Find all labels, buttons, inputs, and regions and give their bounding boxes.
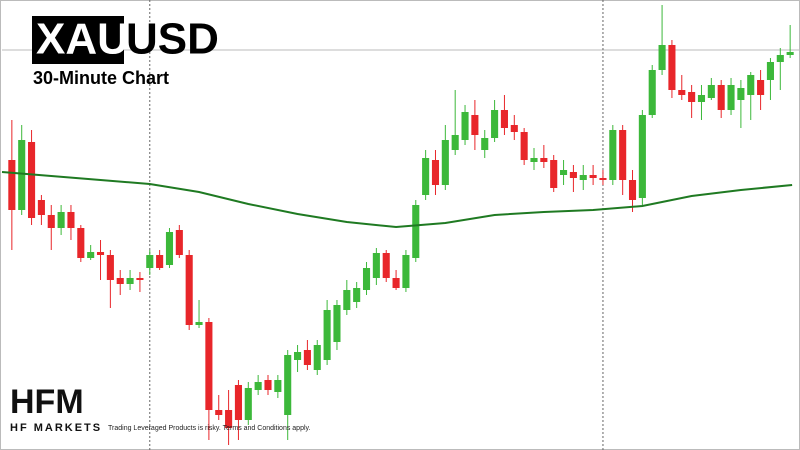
candle-body — [96, 252, 105, 255]
title-highlight: XAU — [36, 15, 129, 64]
candle-body — [471, 115, 479, 135]
candle-body — [372, 253, 380, 278]
candle-body — [737, 88, 745, 100]
disclaimer: Trading Leveraged Products is risky. Ter… — [108, 425, 311, 432]
candle-body — [18, 140, 26, 210]
candle-body — [481, 138, 489, 150]
candle-body — [451, 135, 459, 150]
candle-body — [47, 215, 55, 228]
candle-body — [550, 160, 558, 188]
candle-body — [225, 410, 233, 428]
candle-body — [205, 322, 213, 410]
candle-body — [757, 80, 765, 95]
candle-body — [668, 45, 676, 90]
candle-body — [402, 255, 410, 288]
candle-body — [727, 85, 735, 110]
candle-body — [323, 310, 331, 360]
candle-body — [392, 278, 400, 288]
candle-body — [284, 355, 292, 415]
candle-body — [146, 255, 154, 268]
candle-body — [313, 345, 321, 370]
candle-body — [431, 160, 440, 185]
candle-body — [638, 115, 646, 198]
candle-body — [658, 45, 666, 70]
chart-title: USD — [126, 15, 219, 64]
candle-body — [274, 380, 282, 392]
candle-body — [175, 230, 183, 255]
candle-body — [491, 110, 499, 138]
candle-body — [412, 205, 420, 258]
candle-body — [264, 380, 272, 390]
candle-body — [362, 268, 371, 290]
candle-body — [294, 352, 302, 360]
candle-body — [461, 112, 469, 140]
candle-body — [57, 212, 65, 228]
candle-body — [717, 85, 725, 110]
candle-body — [540, 158, 548, 162]
candle-body — [441, 140, 449, 185]
candle-body — [156, 255, 164, 268]
candle-body — [560, 170, 568, 175]
candle-body — [579, 175, 587, 180]
candle-body — [106, 255, 114, 280]
candle-body — [234, 385, 242, 420]
candle-body — [776, 55, 784, 62]
candle-body — [87, 252, 95, 258]
moving-average — [1, 171, 793, 229]
candle-body — [500, 110, 508, 128]
brand-name: HF MARKETS — [10, 422, 102, 434]
candle-body — [254, 382, 262, 390]
candle-body — [8, 160, 16, 210]
candle-body — [185, 255, 193, 325]
candle-body — [116, 278, 124, 284]
candle-body — [126, 278, 134, 284]
candle-body — [648, 70, 656, 115]
chart-subtitle: 30-Minute Chart — [33, 68, 169, 88]
candle-body — [28, 142, 36, 218]
candle-body — [382, 253, 390, 278]
candle-body — [688, 92, 696, 102]
candle-body — [510, 125, 518, 132]
candle-body — [422, 158, 430, 195]
candle-body — [303, 350, 311, 365]
candle-body — [67, 212, 75, 228]
candle-body — [766, 62, 774, 80]
candle-body — [353, 288, 361, 302]
candle-body — [244, 388, 252, 420]
candle-body — [697, 95, 706, 102]
candle-body — [707, 85, 715, 98]
candle-body — [619, 130, 627, 180]
candle-body — [195, 322, 203, 325]
candle-body — [569, 172, 577, 178]
candle-body — [37, 200, 45, 215]
brand-logo: HFM — [10, 383, 84, 421]
candle-body — [215, 410, 223, 415]
candle-body — [136, 278, 144, 280]
candle-body — [628, 180, 637, 200]
candle-body — [530, 158, 538, 162]
title-box — [32, 16, 124, 64]
candle-body — [589, 175, 597, 178]
candle-body — [333, 305, 341, 342]
candle-body — [165, 232, 174, 265]
candle-body — [599, 178, 607, 180]
candle-body — [520, 132, 528, 160]
candle-body — [77, 228, 85, 258]
candle-body — [747, 75, 755, 95]
candle-body — [343, 290, 351, 310]
candle-body — [678, 90, 686, 95]
candle-body — [609, 130, 617, 180]
candle-body — [786, 52, 794, 55]
